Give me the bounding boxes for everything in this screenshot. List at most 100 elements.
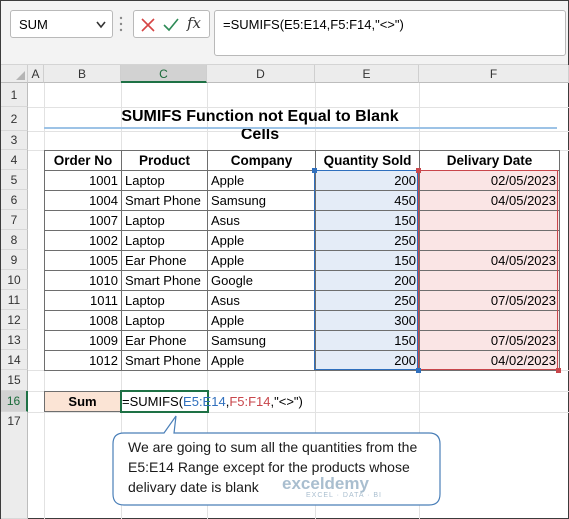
- range-resize-handle[interactable]: [312, 168, 317, 173]
- quantity-cell[interactable]: 300: [315, 310, 420, 331]
- order-no-cell[interactable]: 1008: [44, 310, 122, 331]
- insert-function-button[interactable]: fx: [187, 14, 202, 32]
- row-header-5[interactable]: 5: [1, 170, 28, 190]
- column-header-e[interactable]: E: [315, 65, 419, 83]
- row-header-14[interactable]: 14: [1, 350, 28, 370]
- quantity-cell[interactable]: 250: [315, 230, 420, 251]
- order-no-cell[interactable]: 1007: [44, 210, 122, 231]
- product-cell[interactable]: Laptop: [121, 310, 208, 331]
- active-cell-c16[interactable]: [120, 390, 209, 413]
- company-cell[interactable]: Google: [207, 270, 316, 291]
- enter-check-icon[interactable]: [163, 17, 179, 33]
- range-resize-handle[interactable]: [416, 168, 421, 173]
- row-header-6[interactable]: 6: [1, 190, 28, 210]
- delivary-date-cell[interactable]: [419, 310, 560, 331]
- order-no-cell[interactable]: 1011: [44, 290, 122, 311]
- company-cell[interactable]: Apple: [207, 170, 316, 191]
- quantity-cell[interactable]: 200: [315, 170, 420, 191]
- delivary-date-cell[interactable]: 02/05/2023: [419, 170, 560, 191]
- product-cell[interactable]: Ear Phone: [121, 330, 208, 351]
- header-quantity-sold[interactable]: Quantity Sold: [315, 150, 420, 171]
- sum-label[interactable]: Sum: [44, 391, 121, 412]
- formula-range-f: F5:F14: [229, 394, 271, 409]
- quantity-cell[interactable]: 150: [315, 210, 420, 231]
- company-cell[interactable]: Samsung: [207, 330, 316, 351]
- formula-buttons: fx: [133, 10, 210, 38]
- company-cell[interactable]: Apple: [207, 250, 316, 271]
- company-cell[interactable]: Apple: [207, 230, 316, 251]
- table-row: 1002 Laptop Apple 250: [44, 230, 560, 251]
- table-row: 1007 Laptop Asus 150: [44, 210, 560, 231]
- delivary-date-cell[interactable]: 04/05/2023: [419, 250, 560, 271]
- order-no-cell[interactable]: 1009: [44, 330, 122, 351]
- column-header-d[interactable]: D: [207, 65, 315, 83]
- product-cell[interactable]: Laptop: [121, 290, 208, 311]
- row-header-2[interactable]: 2: [1, 107, 28, 131]
- row-header-10[interactable]: 10: [1, 270, 28, 290]
- drag-handle-icon[interactable]: [119, 14, 123, 34]
- quantity-cell[interactable]: 200: [315, 270, 420, 291]
- product-cell[interactable]: Laptop: [121, 170, 208, 191]
- column-header-b[interactable]: B: [44, 65, 121, 83]
- row-header-16[interactable]: 16: [1, 391, 28, 412]
- header-order-no[interactable]: Order No: [44, 150, 122, 171]
- row-header-8[interactable]: 8: [1, 230, 28, 250]
- range-resize-handle[interactable]: [556, 368, 561, 373]
- header-company[interactable]: Company: [207, 150, 316, 171]
- row-header-1[interactable]: 1: [1, 83, 28, 107]
- row-header-12[interactable]: 12: [1, 310, 28, 330]
- range-resize-handle[interactable]: [416, 368, 421, 373]
- product-cell[interactable]: Laptop: [121, 230, 208, 251]
- delivary-date-cell[interactable]: [419, 230, 560, 251]
- delivary-date-cell[interactable]: 04/02/2023: [419, 350, 560, 371]
- header-product[interactable]: Product: [121, 150, 208, 171]
- product-cell[interactable]: Smart Phone: [121, 190, 208, 211]
- order-no-cell[interactable]: 1002: [44, 230, 122, 251]
- row-header-15[interactable]: 15: [1, 370, 28, 391]
- table-header-row: Order No Product Company Quantity Sold D…: [44, 150, 560, 171]
- column-header-a[interactable]: A: [28, 65, 44, 83]
- column-header-c[interactable]: C: [121, 65, 207, 83]
- quantity-cell[interactable]: 150: [315, 250, 420, 271]
- quantity-cell[interactable]: 250: [315, 290, 420, 311]
- company-cell[interactable]: Apple: [207, 350, 316, 371]
- quantity-cell[interactable]: 150: [315, 330, 420, 351]
- formula-input[interactable]: =SUMIFS(E5:E14,F5:F14,"<>"): [214, 10, 566, 56]
- row-header-4[interactable]: 4: [1, 150, 28, 170]
- delivary-date-cell[interactable]: [419, 270, 560, 291]
- delivary-date-cell[interactable]: 07/05/2023: [419, 290, 560, 311]
- order-no-cell[interactable]: 1010: [44, 270, 122, 291]
- product-cell[interactable]: Smart Phone: [121, 350, 208, 371]
- row-header-9[interactable]: 9: [1, 250, 28, 270]
- row-header-3[interactable]: 3: [1, 131, 28, 150]
- order-no-cell[interactable]: 1012: [44, 350, 122, 371]
- order-no-cell[interactable]: 1004: [44, 190, 122, 211]
- row-header-17[interactable]: 17: [1, 412, 28, 519]
- company-cell[interactable]: Asus: [207, 290, 316, 311]
- chevron-down-icon[interactable]: [95, 20, 107, 30]
- order-no-cell[interactable]: 1001: [44, 170, 122, 191]
- product-cell[interactable]: Ear Phone: [121, 250, 208, 271]
- name-box[interactable]: SUM: [10, 10, 113, 38]
- header-delivary-date[interactable]: Delivary Date: [419, 150, 560, 171]
- delivary-date-cell[interactable]: 07/05/2023: [419, 330, 560, 351]
- product-cell[interactable]: Smart Phone: [121, 270, 208, 291]
- company-cell[interactable]: Samsung: [207, 190, 316, 211]
- column-header-f[interactable]: F: [419, 65, 569, 83]
- delivary-date-cell[interactable]: 04/05/2023: [419, 190, 560, 211]
- row-header-11[interactable]: 11: [1, 290, 28, 310]
- select-all-corner[interactable]: [1, 65, 28, 83]
- sheet-title[interactable]: SUMIFS Function not Equal to Blank Cells: [121, 108, 399, 143]
- delivary-date-cell[interactable]: [419, 210, 560, 231]
- product-cell[interactable]: Laptop: [121, 210, 208, 231]
- quantity-cell[interactable]: 200: [315, 350, 420, 371]
- row-header-13[interactable]: 13: [1, 330, 28, 350]
- cancel-icon[interactable]: [140, 17, 156, 33]
- quantity-cell[interactable]: 450: [315, 190, 420, 211]
- order-no-cell[interactable]: 1005: [44, 250, 122, 271]
- cell-formula[interactable]: =SUMIFS(E5:E14,F5:F14,"<>"): [122, 394, 303, 409]
- row-header-7[interactable]: 7: [1, 210, 28, 230]
- name-box-value: SUM: [19, 17, 48, 32]
- company-cell[interactable]: Apple: [207, 310, 316, 331]
- company-cell[interactable]: Asus: [207, 210, 316, 231]
